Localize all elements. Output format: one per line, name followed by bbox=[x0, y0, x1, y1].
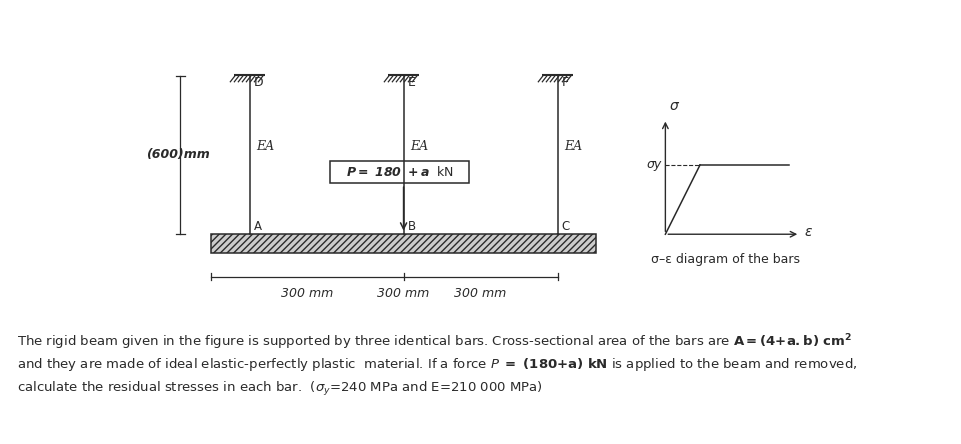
Text: and they are made of ideal elastic-perfectly plastic  material. If a force $\mat: and they are made of ideal elastic-perfe… bbox=[17, 356, 857, 373]
Text: E: E bbox=[407, 76, 415, 89]
Text: $\bfit{P=\ 180\ +a}$  kN: $\bfit{P=\ 180\ +a}$ kN bbox=[346, 165, 454, 179]
Text: A: A bbox=[254, 220, 261, 233]
FancyBboxPatch shape bbox=[211, 234, 596, 254]
Text: EA: EA bbox=[564, 140, 581, 153]
Text: σ–ε diagram of the bars: σ–ε diagram of the bars bbox=[651, 254, 800, 266]
Text: C: C bbox=[561, 220, 570, 233]
Text: 300 mm: 300 mm bbox=[378, 287, 430, 300]
Text: B: B bbox=[407, 220, 415, 233]
Text: σ: σ bbox=[669, 99, 678, 113]
Text: (600)mm: (600)mm bbox=[146, 148, 209, 161]
Text: σy: σy bbox=[647, 159, 661, 171]
Text: EA: EA bbox=[409, 140, 428, 153]
Text: The rigid beam given in the figure is supported by three identical bars. Cross-s: The rigid beam given in the figure is su… bbox=[17, 332, 852, 352]
Text: ε: ε bbox=[804, 225, 811, 239]
Text: calculate the residual stresses in each bar.  ($\sigma_y$=240 MPa and E=210 000 : calculate the residual stresses in each … bbox=[17, 380, 543, 398]
FancyBboxPatch shape bbox=[331, 161, 469, 182]
Text: EA: EA bbox=[256, 140, 274, 153]
Text: 300 mm: 300 mm bbox=[282, 287, 333, 300]
Text: D: D bbox=[254, 76, 263, 89]
Text: 300 mm: 300 mm bbox=[455, 287, 506, 300]
Text: F: F bbox=[561, 76, 569, 89]
